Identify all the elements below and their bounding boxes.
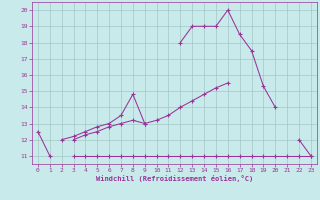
X-axis label: Windchill (Refroidissement éolien,°C): Windchill (Refroidissement éolien,°C) bbox=[96, 175, 253, 182]
